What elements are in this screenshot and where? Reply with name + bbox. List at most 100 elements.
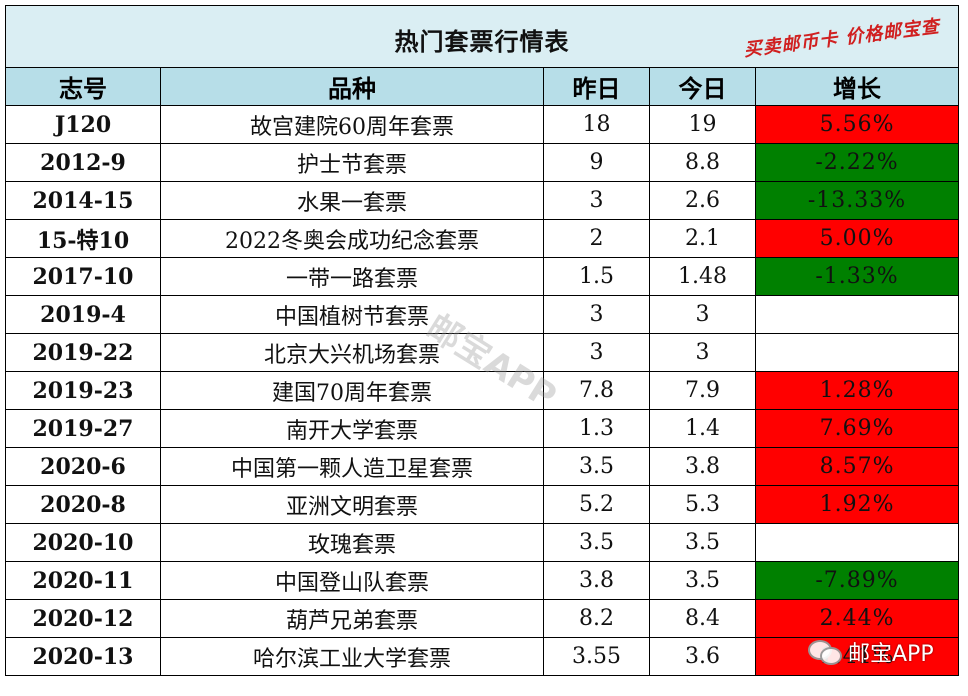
id-cell: 2019-27 — [5, 409, 161, 448]
today-cell: 3.5 — [649, 561, 756, 600]
table-row: 2020-11 中国登山队套票 3.8 3.5 -7.89% — [5, 561, 960, 600]
table-row: 2019-23 建国70周年套票 7.8 7.9 1.28% — [5, 371, 960, 410]
id-cell: 2019-22 — [5, 333, 161, 372]
name-cell: 玫瑰套票 — [160, 523, 544, 562]
name-cell: 中国植树节套票 — [160, 295, 544, 334]
growth-cell — [754, 523, 960, 562]
id-cell: 15-特10 — [5, 219, 161, 258]
growth-cell — [754, 295, 960, 334]
header-today: 今日 — [649, 67, 756, 106]
today-cell: 3.8 — [649, 447, 756, 486]
yesterday-cell: 2 — [543, 219, 650, 258]
growth-cell — [754, 333, 960, 372]
header-id: 志号 — [5, 67, 161, 106]
growth-cell: 5.56% — [754, 105, 960, 144]
id-cell: 2020-11 — [5, 561, 161, 600]
table-row: 2020-6 中国第一颗人造卫星套票 3.5 3.8 8.57% — [5, 447, 960, 486]
today-cell: 1.4 — [649, 409, 756, 448]
growth-cell: -2.22% — [754, 143, 960, 182]
id-cell: 2019-4 — [5, 295, 161, 334]
name-cell: 亚洲文明套票 — [160, 485, 544, 524]
table-row: 2017-10 一带一路套票 1.5 1.48 -1.33% — [5, 257, 960, 296]
name-cell: 南开大学套票 — [160, 409, 544, 448]
growth-cell: 7.69% — [754, 409, 960, 448]
yesterday-cell: 3 — [543, 295, 650, 334]
yesterday-cell: 3.8 — [543, 561, 650, 600]
title-cell: 热门套票行情表 买卖邮币卡 价格邮宝查 — [4, 5, 960, 68]
growth-cell: 2.44% — [754, 599, 960, 638]
name-cell: 哈尔滨工业大学套票 — [160, 637, 544, 676]
today-cell: 2.6 — [649, 181, 756, 220]
yesterday-cell: 3.55 — [543, 637, 650, 676]
yesterday-cell: 7.8 — [543, 371, 650, 410]
id-cell: 2017-10 — [5, 257, 161, 296]
name-cell: 故宫建院60周年套票 — [160, 105, 544, 144]
growth-cell: 5.00% — [754, 219, 960, 258]
table-row: 2020-12 葫芦兄弟套票 8.2 8.4 2.44% — [5, 599, 960, 638]
name-cell: 建国70周年套票 — [160, 371, 544, 410]
yesterday-cell: 1.3 — [543, 409, 650, 448]
yesterday-cell: 3 — [543, 333, 650, 372]
table-row: 2019-27 南开大学套票 1.3 1.4 7.69% — [5, 409, 960, 448]
id-cell: 2020-6 — [5, 447, 161, 486]
id-cell: J120 — [5, 105, 161, 144]
name-cell: 2022冬奥会成功纪念套票 — [160, 219, 544, 258]
growth-cell: -1.33% — [754, 257, 960, 296]
id-cell: 2019-23 — [5, 371, 161, 410]
table-row: J120 故宫建院60周年套票 18 19 5.56% — [5, 105, 960, 144]
yesterday-cell: 3 — [543, 181, 650, 220]
today-cell: 3.6 — [649, 637, 756, 676]
name-cell: 水果一套票 — [160, 181, 544, 220]
id-cell: 2012-9 — [5, 143, 161, 182]
growth-cell: 8.57% — [754, 447, 960, 486]
growth-cell: -7.89% — [754, 561, 960, 600]
table-title: 热门套票行情表 — [394, 27, 570, 56]
today-cell: 3 — [649, 333, 756, 372]
table-row: 2019-22 北京大兴机场套票 3 3 — [5, 333, 960, 372]
growth-cell: 1.92% — [754, 485, 960, 524]
today-cell: 8.8 — [649, 143, 756, 182]
today-cell: 8.4 — [649, 599, 756, 638]
header-growth: 增长 — [754, 67, 960, 106]
id-cell: 2020-10 — [5, 523, 161, 562]
yesterday-cell: 9 — [543, 143, 650, 182]
name-cell: 中国登山队套票 — [160, 561, 544, 600]
table-row: 2019-4 中国植树节套票 3 3 — [5, 295, 960, 334]
price-table: 热门套票行情表 买卖邮币卡 价格邮宝查 志号 品种 昨日 今日 增长 J120 故… — [4, 5, 960, 676]
today-cell: 7.9 — [649, 371, 756, 410]
today-cell: 3 — [649, 295, 756, 334]
header-yesterday: 昨日 — [543, 67, 650, 106]
table-row: 2020-10 玫瑰套票 3.5 3.5 — [5, 523, 960, 562]
header-row: 志号 品种 昨日 今日 增长 — [5, 67, 960, 106]
today-cell: 1.48 — [649, 257, 756, 296]
name-cell: 一带一路套票 — [160, 257, 544, 296]
name-cell: 葫芦兄弟套票 — [160, 599, 544, 638]
yesterday-cell: 3.5 — [543, 447, 650, 486]
id-cell: 2020-12 — [5, 599, 161, 638]
table-row: 15-特10 2022冬奥会成功纪念套票 2 2.1 5.00% — [5, 219, 960, 258]
yesterday-cell: 18 — [543, 105, 650, 144]
growth-cell: 1.28% — [754, 371, 960, 410]
yesterday-cell: 8.2 — [543, 599, 650, 638]
table-row: 2020-13 哈尔滨工业大学套票 3.55 3.6 1.41% — [5, 637, 960, 676]
name-cell: 中国第一颗人造卫星套票 — [160, 447, 544, 486]
today-cell: 2.1 — [649, 219, 756, 258]
name-cell: 护士节套票 — [160, 143, 544, 182]
id-cell: 2014-15 — [5, 181, 161, 220]
id-cell: 2020-13 — [5, 637, 161, 676]
id-cell: 2020-8 — [5, 485, 161, 524]
growth-cell: 1.41% — [754, 637, 960, 676]
header-name: 品种 — [160, 67, 544, 106]
table-row: 2014-15 水果一套票 3 2.6 -13.33% — [5, 181, 960, 220]
yesterday-cell: 1.5 — [543, 257, 650, 296]
today-cell: 19 — [649, 105, 756, 144]
table-row: 2012-9 护士节套票 9 8.8 -2.22% — [5, 143, 960, 182]
table-row: 2020-8 亚洲文明套票 5.2 5.3 1.92% — [5, 485, 960, 524]
today-cell: 5.3 — [649, 485, 756, 524]
growth-cell: -13.33% — [754, 181, 960, 220]
name-cell: 北京大兴机场套票 — [160, 333, 544, 372]
yesterday-cell: 3.5 — [543, 523, 650, 562]
yesterday-cell: 5.2 — [543, 485, 650, 524]
today-cell: 3.5 — [649, 523, 756, 562]
